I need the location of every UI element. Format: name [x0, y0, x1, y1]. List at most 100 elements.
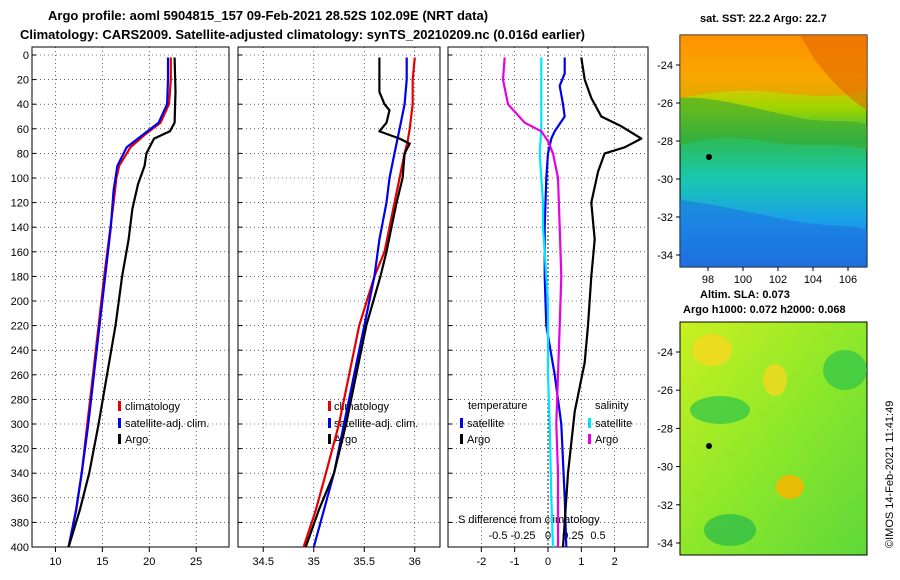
legend-sal-satellite-label: satellite: [595, 418, 632, 430]
legend-sal-argo-label: Argo: [595, 434, 618, 446]
legend-argo-label: Argo: [125, 434, 148, 446]
y-tick-label: 60: [17, 124, 29, 136]
sst-green-band: [680, 97, 867, 150]
map-y-tick-label: -32: [657, 500, 673, 512]
y-tick-label: 40: [17, 99, 29, 111]
x-tick-label: 36: [409, 556, 421, 568]
legend-argo-swatch: [118, 434, 121, 444]
map-y-tick-label: -28: [657, 423, 673, 435]
temperature-panel: [31, 46, 230, 548]
sla-map-title-1: Altim. SLA: 0.073: [700, 289, 790, 301]
y-tick-label: 380: [11, 517, 29, 529]
map-y-tick-label: -30: [657, 174, 673, 186]
map-y-tick-label: -24: [657, 60, 673, 72]
sst-map-title: sat. SST: 22.2 Argo: 22.7: [700, 13, 827, 25]
s-tick-label: 0.25: [562, 530, 583, 542]
map-y-tick-label: -32: [657, 212, 673, 224]
legend-satellite-label: satellite-adj. clim.: [334, 418, 418, 430]
y-tick-label: 320: [11, 444, 29, 456]
map-y-tick-label: -34: [657, 250, 673, 262]
y-tick-label: 400: [11, 542, 29, 554]
map-y-tick-label: -26: [657, 98, 673, 110]
sst-hot-patch: [800, 35, 867, 110]
legend-sal-satellite-swatch: [588, 418, 591, 428]
legend-climatology-swatch: [328, 401, 331, 411]
header-line-1: Argo profile: aoml 5904815_157 09-Feb-20…: [48, 8, 488, 23]
legend-temperature-heading: temperature: [468, 400, 527, 412]
legend-sal-argo-swatch: [588, 434, 591, 444]
y-tick-label: 180: [11, 271, 29, 283]
legend-satellite-swatch: [118, 418, 121, 428]
legend-satellite-swatch: [328, 418, 331, 428]
map-y-tick-label: -28: [657, 136, 673, 148]
salinity-panel: [237, 46, 441, 548]
sla-low-3: [704, 514, 756, 546]
s-tick-label: -0.25: [510, 530, 535, 542]
y-tick-label: 100: [11, 173, 29, 185]
x-tick-label: 35.5: [354, 556, 375, 568]
legend-climatology-label: climatology: [125, 401, 181, 413]
y-tick-label: 120: [11, 198, 29, 210]
legend-argo-swatch: [328, 434, 331, 444]
map-y-tick-label: -26: [657, 385, 673, 397]
map-x-tick-label: 100: [734, 274, 752, 286]
x-tick-label: 0: [545, 556, 551, 568]
series-line-salinity-argo: [501, 57, 563, 547]
series-line-salinity-satellite: [538, 57, 555, 548]
map-y-tick-label: -24: [657, 347, 673, 359]
sla-high-2: [763, 364, 787, 396]
sla-argo-marker: [706, 443, 712, 449]
y-tick-label: 0: [23, 50, 29, 62]
series-line-argo: [67, 57, 177, 548]
temperature-legend: climatology satellite-adj. clim. Argo: [118, 401, 209, 446]
x-tick-label: 15: [96, 556, 108, 568]
s-difference-axis-title: S difference from climatology: [458, 514, 600, 526]
y-tick-label: 140: [11, 222, 29, 234]
y-tick-label: 220: [11, 321, 29, 333]
legend-climatology-swatch: [118, 401, 121, 411]
sla-map: Altim. SLA: 0.073 Argo h1000: 0.072 h200…: [679, 289, 868, 556]
salinity-profile-marks: 34.5 35 35.5 36: [238, 47, 440, 568]
temperature-profile-marks: 10 15 20 25 0 20 40 60 80 100 120 140 160 180 200 220 24…: [11, 47, 229, 568]
y-tick-label: 360: [11, 493, 29, 505]
x-tick-label: -2: [476, 556, 486, 568]
x-tick-label: 1: [578, 556, 584, 568]
map-x-tick-label: 102: [769, 274, 787, 286]
x-tick-label: -1: [510, 556, 520, 568]
series-line-argo: [304, 57, 411, 548]
salinity-panel-frame: [237, 46, 441, 548]
sla-high-3: [776, 475, 804, 499]
legend-satellite-label: satellite-adj. clim.: [125, 418, 209, 430]
series-line-satellite-adj-clim-: [67, 57, 170, 548]
sla-map-axes: -24 -26 -28 -30 -32 -34: [657, 347, 680, 550]
x-tick-label: 2: [612, 556, 618, 568]
x-tick-label: 20: [143, 556, 155, 568]
map-y-tick-label: -30: [657, 462, 673, 474]
x-tick-label: 35: [308, 556, 320, 568]
sst-map-axes: -24 -26 -28 -30 -32 -34 98 100 102 104 106: [657, 60, 857, 286]
legend-temp-satellite-swatch: [460, 418, 463, 428]
map-x-tick-label: 104: [804, 274, 822, 286]
series-line-climatology: [302, 57, 416, 548]
y-tick-label: 340: [11, 468, 29, 480]
x-tick-label: 34.5: [253, 556, 274, 568]
x-tick-label: 10: [49, 556, 61, 568]
sla-map-title-2: Argo h1000: 0.072 h2000: 0.068: [683, 304, 846, 316]
y-tick-label: 240: [11, 345, 29, 357]
legend-temp-argo-swatch: [460, 434, 463, 444]
sla-low-1: [690, 396, 750, 424]
series-line-temperature-argo: [561, 57, 643, 548]
legend-temp-argo-label: Argo: [467, 434, 490, 446]
x-tick-label: 25: [190, 556, 202, 568]
y-tick-label: 280: [11, 394, 29, 406]
s-tick-label: 0.5: [590, 530, 605, 542]
map-y-tick-label: -34: [657, 538, 673, 550]
s-tick-label: -0.5: [489, 530, 508, 542]
legend-salinity-heading: salinity: [595, 400, 629, 412]
y-tick-label: 300: [11, 419, 29, 431]
y-tick-label: 160: [11, 247, 29, 259]
y-tick-label: 20: [17, 75, 29, 87]
imos-stamp: ©IMOS 14-Feb-2021 11:41:49: [884, 401, 896, 548]
